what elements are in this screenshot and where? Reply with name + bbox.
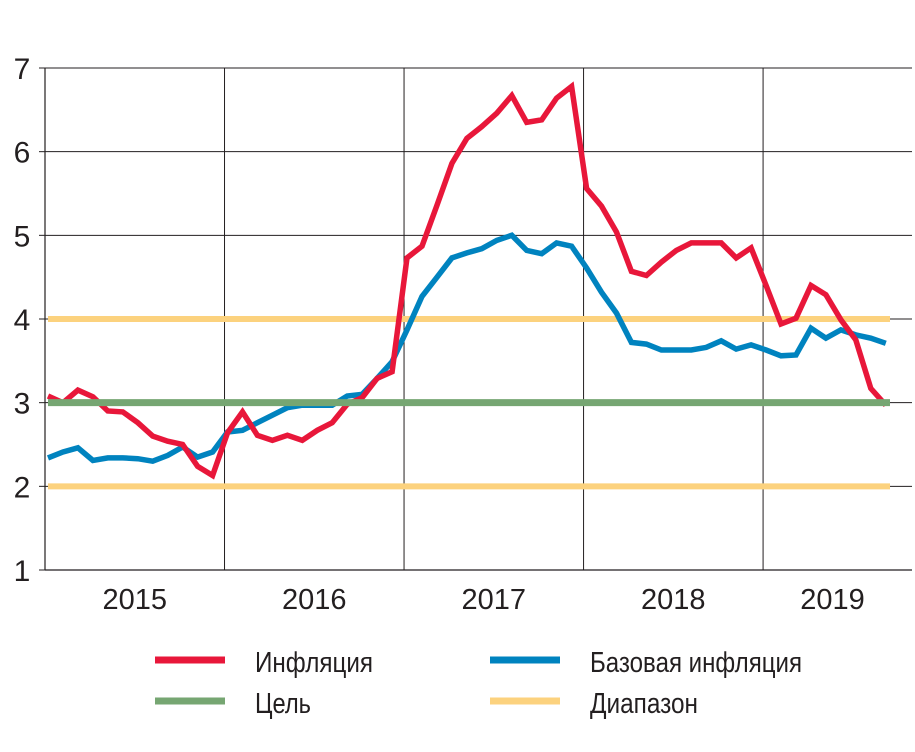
x-tick-label: 2017 — [462, 584, 527, 616]
legend-label-inflation: Инфляция — [255, 647, 373, 679]
legend: Инфляция Базовая инфляция Цель Диапазон — [155, 647, 802, 720]
y-tick-label: 2 — [14, 471, 31, 504]
x-tick-label: 2015 — [103, 584, 168, 616]
x-tick-label: 2018 — [641, 584, 706, 616]
inflation-line — [46, 81, 888, 480]
y-axis: 1 2 3 4 5 6 7 — [14, 53, 45, 588]
legend-label-core-inflation: Базовая инфляция — [590, 647, 802, 679]
x-tick-label: 2016 — [282, 584, 347, 616]
y-tick-label: 4 — [14, 304, 31, 337]
y-tick-label: 1 — [14, 555, 31, 588]
legend-label-range: Диапазон — [590, 688, 698, 720]
x-tick-label: 2019 — [800, 584, 865, 616]
y-tick-label: 7 — [14, 53, 31, 86]
series-lines — [46, 81, 890, 480]
y-tick-label: 3 — [14, 388, 31, 421]
x-axis: 2015 2016 2017 2018 2019 — [103, 584, 865, 616]
legend-label-target: Цель — [255, 688, 311, 720]
y-tick-label: 6 — [14, 137, 31, 170]
y-tick-label: 5 — [14, 220, 31, 253]
reference-lines — [48, 316, 890, 490]
